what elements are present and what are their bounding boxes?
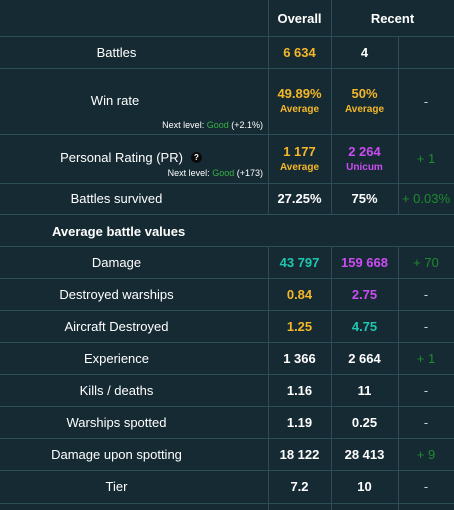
spotted-recent-value: 0.25	[351, 414, 378, 430]
next-level-rating: Good	[206, 120, 229, 130]
header-overall: Overall	[277, 10, 322, 26]
kd-overall-value: 1.16	[286, 382, 313, 398]
row-label: Battles	[96, 44, 137, 60]
row-label: Win rate	[90, 92, 140, 108]
spotted-change: -	[423, 414, 429, 430]
column-divider	[331, 0, 332, 214]
pr-recent-value: 2 264	[348, 143, 381, 159]
experience-change: + 1	[416, 350, 436, 366]
winrate-change: -	[423, 93, 429, 109]
row-label: Damage	[91, 254, 142, 270]
pr-change: + 1	[416, 151, 436, 166]
tier-change: -	[423, 479, 429, 494]
winrate-overall-value: 49.89%	[277, 86, 322, 101]
row-label: Kills / deaths	[79, 382, 154, 398]
rating-badge: Average	[344, 104, 385, 115]
survived-overall-value: 27.25%	[277, 191, 322, 206]
kd-change: -	[423, 382, 429, 398]
spotted-overall-value: 1.19	[286, 414, 313, 430]
row-label: Experience	[83, 350, 150, 366]
row-divider	[0, 134, 454, 135]
row-divider	[0, 246, 454, 247]
aircraft-overall-value: 1.25	[286, 318, 313, 334]
column-divider	[268, 0, 269, 214]
row-divider	[0, 342, 454, 343]
column-divider	[398, 36, 399, 214]
winrate-recent: 50% Average	[331, 68, 398, 134]
survived-recent-value: 75%	[351, 191, 378, 206]
row-label: Destroyed warships	[59, 286, 174, 302]
row-label: Personal Rating (PR)	[60, 149, 183, 165]
aircraft-change: -	[423, 318, 429, 334]
next-level-rating: Good	[212, 168, 235, 178]
warships-overall-value: 0.84	[286, 286, 313, 302]
battles-overall-value: 6 634	[283, 44, 316, 60]
battles-recent-value: 4	[360, 44, 369, 60]
header-recent: Recent	[370, 10, 415, 26]
warships-recent-value: 2.75	[351, 286, 378, 302]
rating-badge: Unicum	[346, 161, 383, 173]
row-label: Damage upon spotting	[51, 446, 182, 462]
next-level-hint: Next level: Good (+2.1%)	[162, 120, 263, 130]
question-mark-circle-icon[interactable]: ?	[190, 151, 202, 163]
column-divider	[398, 246, 399, 510]
survived-change: + 0.03%	[401, 191, 451, 206]
row-divider	[0, 406, 454, 407]
spotdmg-overall-value: 18 122	[279, 446, 320, 462]
row-label: Battles survived	[70, 191, 163, 206]
pr-recent: 2 264 Unicum	[331, 134, 398, 183]
column-divider	[331, 246, 332, 510]
row-label-pr: Personal Rating (PR)?	[0, 142, 262, 172]
row-divider	[0, 438, 454, 439]
pr-overall: 1 177 Average	[268, 134, 331, 183]
tier-overall-value: 7.2	[290, 479, 309, 494]
spotdmg-recent-value: 28 413	[344, 446, 385, 462]
warships-change: -	[423, 286, 429, 302]
row-divider	[0, 503, 454, 504]
tier-recent-value: 10	[357, 479, 372, 494]
winrate-overall: 49.89% Average	[268, 68, 331, 134]
row-divider	[0, 470, 454, 471]
row-label: Tier	[105, 479, 128, 494]
row-divider	[0, 214, 454, 215]
row-label: Warships spotted	[66, 414, 167, 430]
kd-recent-value: 11	[357, 382, 372, 398]
experience-recent-value: 2 664	[348, 350, 381, 366]
row-divider	[0, 68, 454, 69]
column-divider	[268, 246, 269, 510]
aircraft-recent-value: 4.75	[351, 318, 378, 334]
row-divider	[0, 310, 454, 311]
section-title: Average battle values	[52, 224, 186, 239]
row-label: Aircraft Destroyed	[64, 318, 169, 334]
row-divider	[0, 36, 454, 37]
row-divider	[0, 278, 454, 279]
next-level-hint: Next level: Good (+173)	[167, 168, 263, 178]
row-divider	[0, 183, 454, 184]
experience-overall-value: 1 366	[283, 350, 316, 366]
damage-change: + 70	[413, 254, 439, 270]
rating-badge: Average	[279, 104, 320, 115]
row-divider	[0, 374, 454, 375]
rating-badge: Average	[279, 161, 320, 173]
pr-overall-value: 1 177	[283, 143, 316, 159]
damage-recent-value: 159 668	[341, 254, 388, 270]
winrate-recent-value: 50%	[351, 86, 378, 101]
spotdmg-change: + 9	[416, 446, 436, 462]
damage-overall-value: 43 797	[279, 254, 320, 270]
